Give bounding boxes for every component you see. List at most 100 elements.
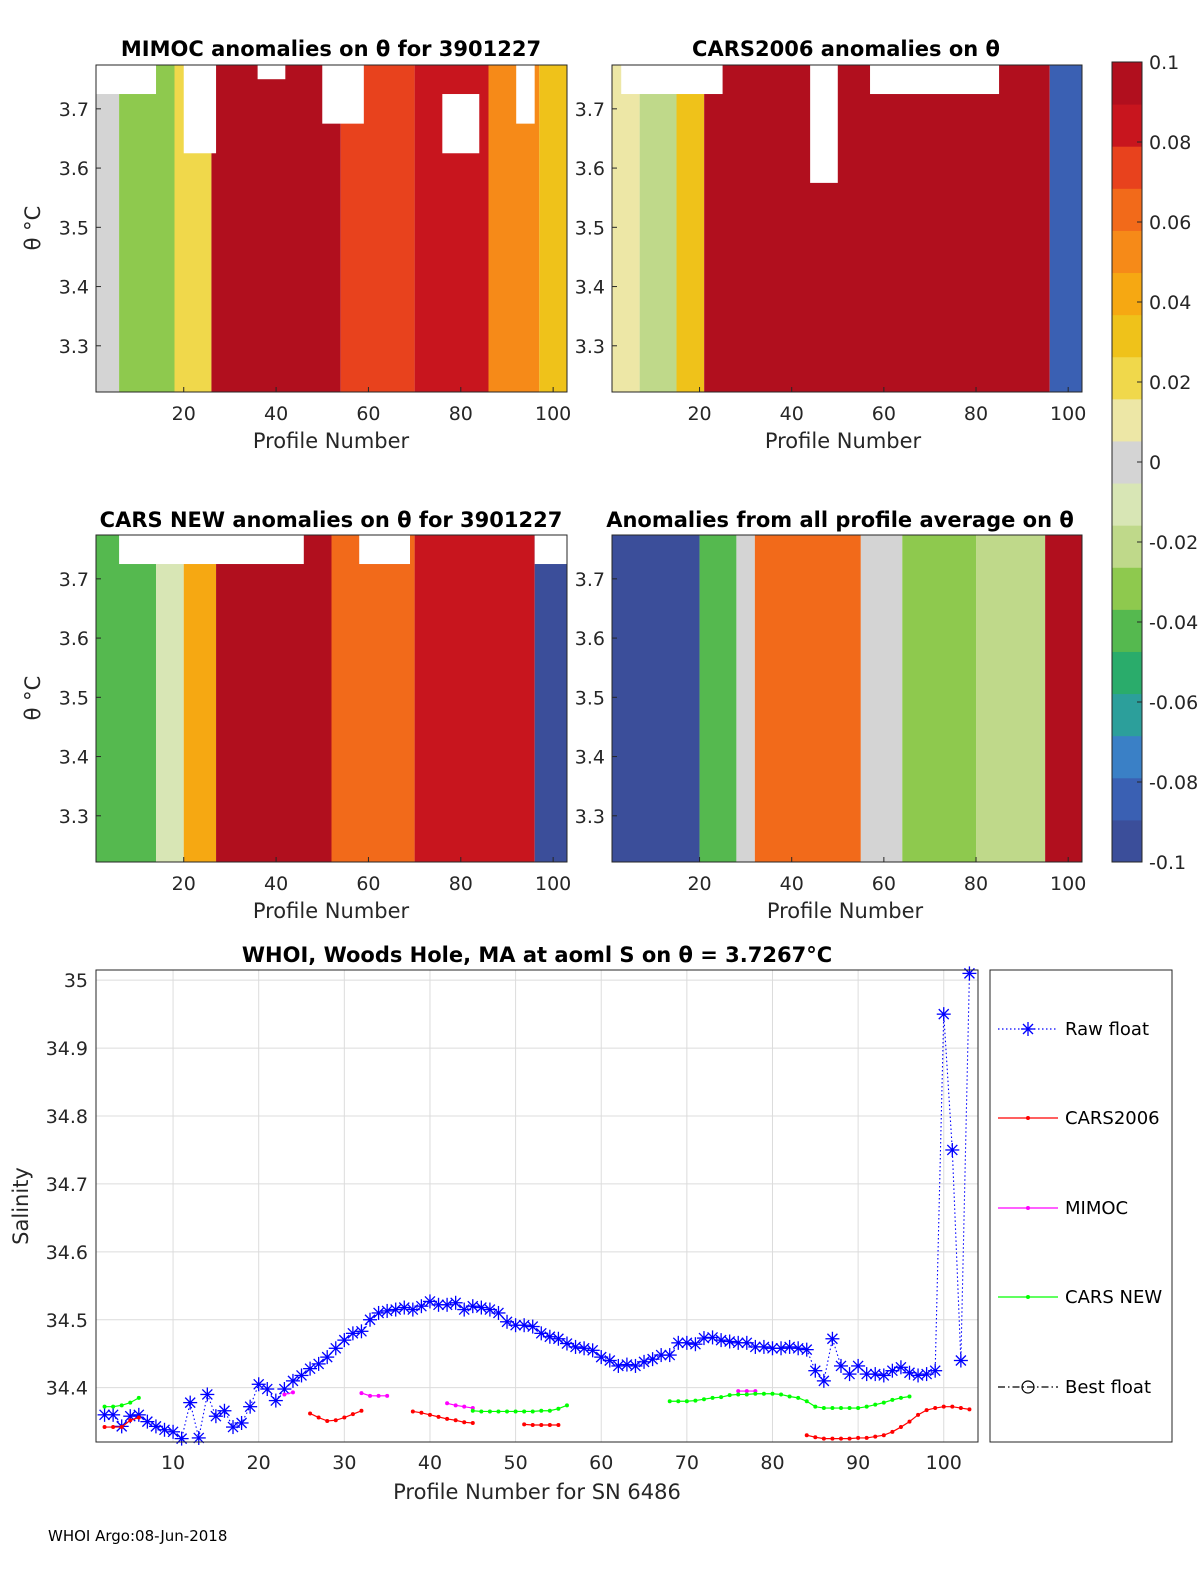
x-tick-label: 10 (161, 1452, 185, 1474)
heatmap-cell-band (534, 535, 567, 862)
x-tick-label: 20 (172, 403, 196, 425)
raw-float-point (748, 1339, 763, 1354)
cars-new-point (838, 1406, 843, 1411)
heatmap-blank-region (516, 65, 535, 124)
raw-float-series (97, 966, 977, 1446)
mimoc-point (736, 1389, 741, 1394)
cars2006-point (128, 1418, 133, 1423)
cars2006-point (856, 1435, 861, 1440)
heatmap-cell-band (211, 65, 341, 392)
x-tick-label: 80 (760, 1452, 784, 1474)
legend-label: CARS NEW (1065, 1287, 1162, 1308)
raw-float-point (825, 1331, 840, 1346)
x-tick-label: 100 (535, 403, 571, 425)
mimoc-point (385, 1393, 390, 1398)
heatmap-cell-band (1045, 535, 1082, 862)
colorbar-swatch (1112, 777, 1142, 821)
cars2006-point (881, 1433, 886, 1438)
cars-new-point (830, 1406, 835, 1411)
raw-float-point (637, 1354, 652, 1369)
heatmap-cell-band (736, 535, 755, 862)
raw-float-point (705, 1330, 720, 1345)
x-tick-label: 20 (687, 873, 711, 895)
cars2006-point (522, 1422, 527, 1427)
mimoc-point (282, 1392, 287, 1397)
raw-float-point (397, 1300, 412, 1315)
cars-new-point (898, 1395, 903, 1400)
cars2006-point (898, 1425, 903, 1430)
cars2006-point (462, 1420, 467, 1425)
legend-item: Best float (998, 1377, 1151, 1398)
legend-item: CARS2006 (998, 1108, 1160, 1129)
cars2006-point (941, 1404, 946, 1409)
heatmap-cell-band (216, 535, 332, 862)
colorbar-swatch (1112, 398, 1142, 442)
colorbar-swatch (1112, 819, 1142, 863)
raw-float-point (320, 1350, 335, 1365)
x-axis-label: Profile Number (765, 429, 922, 453)
cars2006-point (847, 1436, 852, 1441)
raw-float-point (662, 1348, 677, 1363)
x-axis-label: Profile Number (253, 899, 410, 923)
heatmap-blank-region (322, 65, 364, 124)
raw-float-point (585, 1343, 600, 1358)
x-tick-label: 40 (264, 403, 288, 425)
cars-new-point (522, 1409, 527, 1414)
cars2006-point (453, 1418, 458, 1423)
raw-float-point (816, 1373, 831, 1388)
raw-float-point (200, 1387, 215, 1402)
x-tick-label: 40 (780, 403, 804, 425)
cars2006-series (102, 1404, 972, 1441)
cars-new-point (753, 1391, 758, 1396)
x-axis-label: Profile Number (767, 899, 924, 923)
salinity-line-chart: 10 20 30 40 50 60 70 80 90 100 34.4 34.5 34.6 34.7 34.… (9, 943, 1173, 1504)
cars-new-point (539, 1408, 544, 1413)
cars-new-point (727, 1393, 732, 1398)
heatmap-title: MIMOC anomalies on θ for 3901227 (121, 37, 541, 61)
colorbar-swatch (1112, 104, 1142, 147)
raw-float-point (602, 1353, 617, 1368)
legend-marker (1026, 1295, 1030, 1299)
raw-float-point (945, 1142, 960, 1157)
x-tick-label: 100 (926, 1452, 962, 1474)
y-tick-label: 3.5 (575, 687, 605, 709)
cars2006-point (838, 1436, 843, 1441)
colorbar-tick-label: 0.08 (1149, 132, 1191, 154)
colorbar-swatch (1112, 188, 1142, 231)
cars2006-point (136, 1415, 141, 1420)
raw-float-point (440, 1297, 455, 1312)
y-tick-label: 3.5 (59, 217, 89, 239)
heatmap-blank-region (621, 65, 723, 95)
cars-new-point (513, 1409, 518, 1414)
mimoc-point (445, 1401, 450, 1406)
raw-float-point (525, 1319, 540, 1334)
raw-float-point (902, 1365, 917, 1380)
heatmap-blank-region (534, 535, 567, 565)
raw-float-point (277, 1382, 292, 1397)
raw-float-point (731, 1335, 746, 1350)
mimoc-line (446, 1402, 473, 1409)
cars-new-point (496, 1409, 501, 1414)
colorbar-swatch (1112, 146, 1142, 189)
colorbar-tick-label: -0.02 (1149, 532, 1198, 554)
y-tick-label: 34.8 (46, 1106, 88, 1128)
raw-float-point (928, 1363, 943, 1378)
footer-note: WHOI Argo:08-Jun-2018 (48, 1527, 228, 1545)
cars-new-point (856, 1406, 861, 1411)
cars2006-point (958, 1406, 963, 1411)
heatmap-title: Anomalies from all profile average on θ (606, 508, 1074, 532)
cars2006-point (804, 1433, 809, 1438)
y-tick-label: 3.5 (59, 687, 89, 709)
raw-float-point (328, 1341, 343, 1356)
raw-float-point (294, 1368, 309, 1383)
x-tick-label: 60 (356, 403, 380, 425)
raw-float-point (337, 1333, 352, 1348)
raw-float-point (260, 1382, 275, 1397)
raw-float-point (893, 1360, 908, 1375)
heatmap-mimoc: MIMOC anomalies on θ for 3901227 Profile… (21, 37, 571, 453)
colorbar-swatch (1112, 735, 1142, 779)
colorbar-tick-label: -0.04 (1149, 612, 1198, 634)
cars-new-point (556, 1406, 561, 1411)
colorbar-tick-label: -0.06 (1149, 692, 1198, 714)
y-tick-label: 3.6 (575, 158, 605, 180)
